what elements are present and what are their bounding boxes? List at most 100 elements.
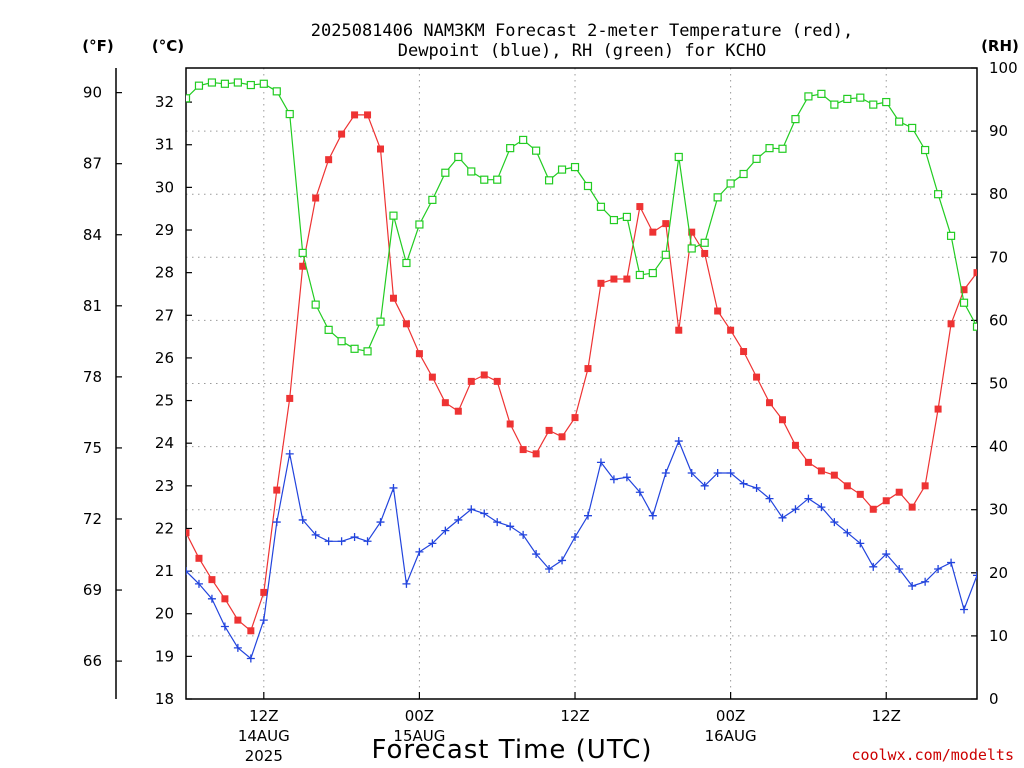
dewpoint-point [908, 582, 917, 591]
rh-point [635, 270, 644, 280]
dewpoint-point [596, 458, 605, 467]
temperature-point [545, 426, 553, 434]
dewpoint-point [895, 564, 904, 573]
rh-point [609, 215, 619, 225]
temperature-point [186, 529, 190, 537]
dewpoint-point [272, 518, 281, 527]
temperature-point [934, 405, 942, 413]
rh-point [402, 258, 411, 268]
x-year-label: 2025 [245, 747, 283, 765]
temperature-point [325, 156, 333, 164]
temperature-point [221, 595, 229, 603]
rh-point [544, 176, 554, 185]
fahrenheit-tick-label: 75 [83, 439, 102, 457]
temperature-point [921, 482, 929, 490]
temperature-point [506, 420, 514, 428]
rh-point [739, 169, 748, 179]
rh-point [337, 337, 346, 346]
rh-point [532, 146, 541, 155]
dewpoint-point [285, 449, 294, 458]
chart-title-line-1: 2025081406 NAM3KM Forecast 2-meter Tempe… [311, 21, 853, 41]
rh-point [856, 93, 865, 102]
rh-point [596, 202, 606, 211]
dewpoint-point [506, 522, 515, 531]
rh-point [895, 117, 904, 126]
dewpoint-point [700, 481, 709, 490]
dewpoint-point [713, 469, 722, 478]
temperature-point [389, 294, 397, 302]
temperature-point [286, 394, 294, 402]
rh-tick-label: 0 [989, 690, 999, 708]
rh-point [804, 92, 813, 101]
celsius-axis-unit: (°C) [152, 37, 184, 55]
celsius-tick-label: 27 [155, 306, 174, 324]
celsius-tick-label: 28 [155, 264, 174, 282]
x-tick-label: 00Z [716, 707, 745, 725]
fahrenheit-tick-label: 69 [83, 581, 102, 599]
rh-point [908, 123, 917, 133]
temperature-point [428, 373, 436, 381]
rh-point [363, 347, 372, 356]
temperature-point [895, 488, 903, 496]
dewpoint-point [661, 469, 670, 478]
dewpoint-point [687, 469, 696, 478]
temperature-point [364, 111, 372, 119]
temperature-point [960, 286, 968, 294]
dewpoint-point [726, 469, 735, 478]
rh-point [324, 325, 333, 334]
rh-point [480, 175, 489, 184]
fahrenheit-tick-label: 84 [83, 226, 102, 244]
temperature-point [234, 616, 242, 624]
dewpoint-point [415, 547, 424, 556]
rh-point [843, 94, 852, 104]
dewpoint-point [973, 571, 977, 580]
temperature-point [299, 262, 307, 270]
temperature-point [662, 220, 670, 228]
rh-tick-label: 10 [989, 627, 1008, 645]
temperature-point [869, 505, 877, 513]
rh-point [441, 168, 450, 177]
dewpoint-point [648, 511, 657, 520]
rh-point [493, 175, 502, 184]
rh-point [311, 300, 320, 309]
x-axis-title: Forecast Time (UTC) [371, 735, 652, 765]
x-tick-label: 12Z [872, 707, 901, 725]
fahrenheit-tick-label: 81 [83, 297, 102, 315]
celsius-tick-label: 19 [155, 647, 174, 665]
rh-point [959, 298, 969, 307]
celsius-tick-label: 22 [155, 519, 174, 537]
dewpoint-point [298, 515, 307, 524]
grid-lines [186, 68, 977, 699]
dewpoint-point [454, 515, 463, 524]
temperature-point [636, 203, 644, 211]
rh-point [946, 231, 956, 240]
celsius-tick-label: 23 [155, 477, 174, 495]
temperature-point [688, 228, 696, 236]
rh-point [350, 344, 359, 353]
fahrenheit-tick-label: 87 [83, 155, 102, 173]
temperature-point [856, 490, 864, 498]
x-date-label: 15AUG [393, 727, 445, 745]
dewpoint-point [882, 550, 891, 559]
temperature-point [753, 373, 761, 381]
rh-point [467, 167, 476, 176]
temperature-point [882, 497, 890, 505]
dewpoint-point [558, 556, 567, 565]
rh-tick-label: 30 [989, 501, 1008, 519]
rh-point [428, 195, 437, 204]
rh-point [765, 144, 774, 153]
dewpoint-point [467, 505, 476, 514]
rh-tick-label: 70 [989, 248, 1008, 266]
dewpoint-point [856, 539, 865, 548]
rh-point [259, 79, 268, 88]
dewpoint-point [402, 579, 411, 588]
fahrenheit-tick-label: 66 [83, 652, 102, 670]
temperature-point [493, 377, 501, 385]
dewpoint-point [752, 483, 761, 492]
rh-point [972, 322, 977, 331]
rh-point [246, 80, 255, 90]
rh-point [648, 268, 657, 278]
credit-link[interactable]: coolwx.com/modelts [851, 746, 1014, 764]
temperature-point [714, 307, 722, 315]
rh-point [869, 100, 878, 109]
